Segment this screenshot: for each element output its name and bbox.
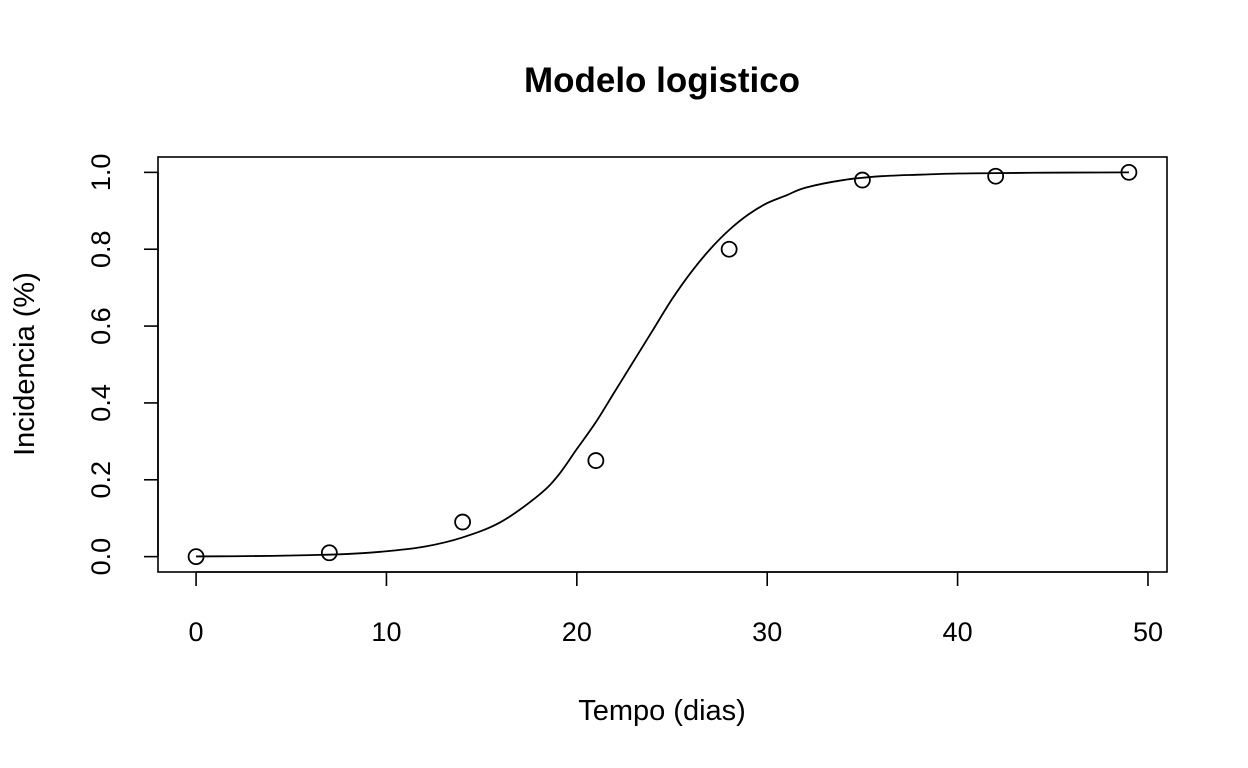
y-tick-label: 1.0 xyxy=(86,154,116,192)
x-tick-label: 50 xyxy=(1133,617,1163,647)
logistic-fit-line xyxy=(196,171,1129,558)
y-tick-label: 0.0 xyxy=(86,538,116,576)
data-point xyxy=(454,513,472,531)
x-tick-label: 10 xyxy=(371,617,401,647)
data-point xyxy=(720,240,738,258)
y-tick-label: 0.6 xyxy=(86,307,116,345)
x-axis-label: Tempo (dias) xyxy=(578,695,746,727)
y-tick-label: 0.4 xyxy=(86,384,116,422)
x-tick-label: 20 xyxy=(562,617,592,647)
y-axis: 0.0 0.2 0.4 0.6 0.8 1.0 xyxy=(86,154,159,576)
x-tick-label: 30 xyxy=(752,617,782,647)
data-point xyxy=(320,544,338,562)
data-point xyxy=(853,171,871,189)
data-point xyxy=(987,167,1005,185)
x-tick-label: 40 xyxy=(943,617,973,647)
data-point xyxy=(1120,163,1138,181)
chart-title: Modelo logistico xyxy=(524,61,800,100)
data-point xyxy=(587,452,605,469)
y-tick-label: 0.2 xyxy=(86,461,116,499)
y-tick-label: 0.8 xyxy=(86,230,116,268)
data-points xyxy=(187,163,1138,566)
data-point xyxy=(187,548,205,566)
x-tick-label: 0 xyxy=(189,617,204,647)
x-axis: 0 10 20 30 40 50 xyxy=(189,571,1163,647)
y-axis-label: Incidencia (%) xyxy=(9,272,41,456)
